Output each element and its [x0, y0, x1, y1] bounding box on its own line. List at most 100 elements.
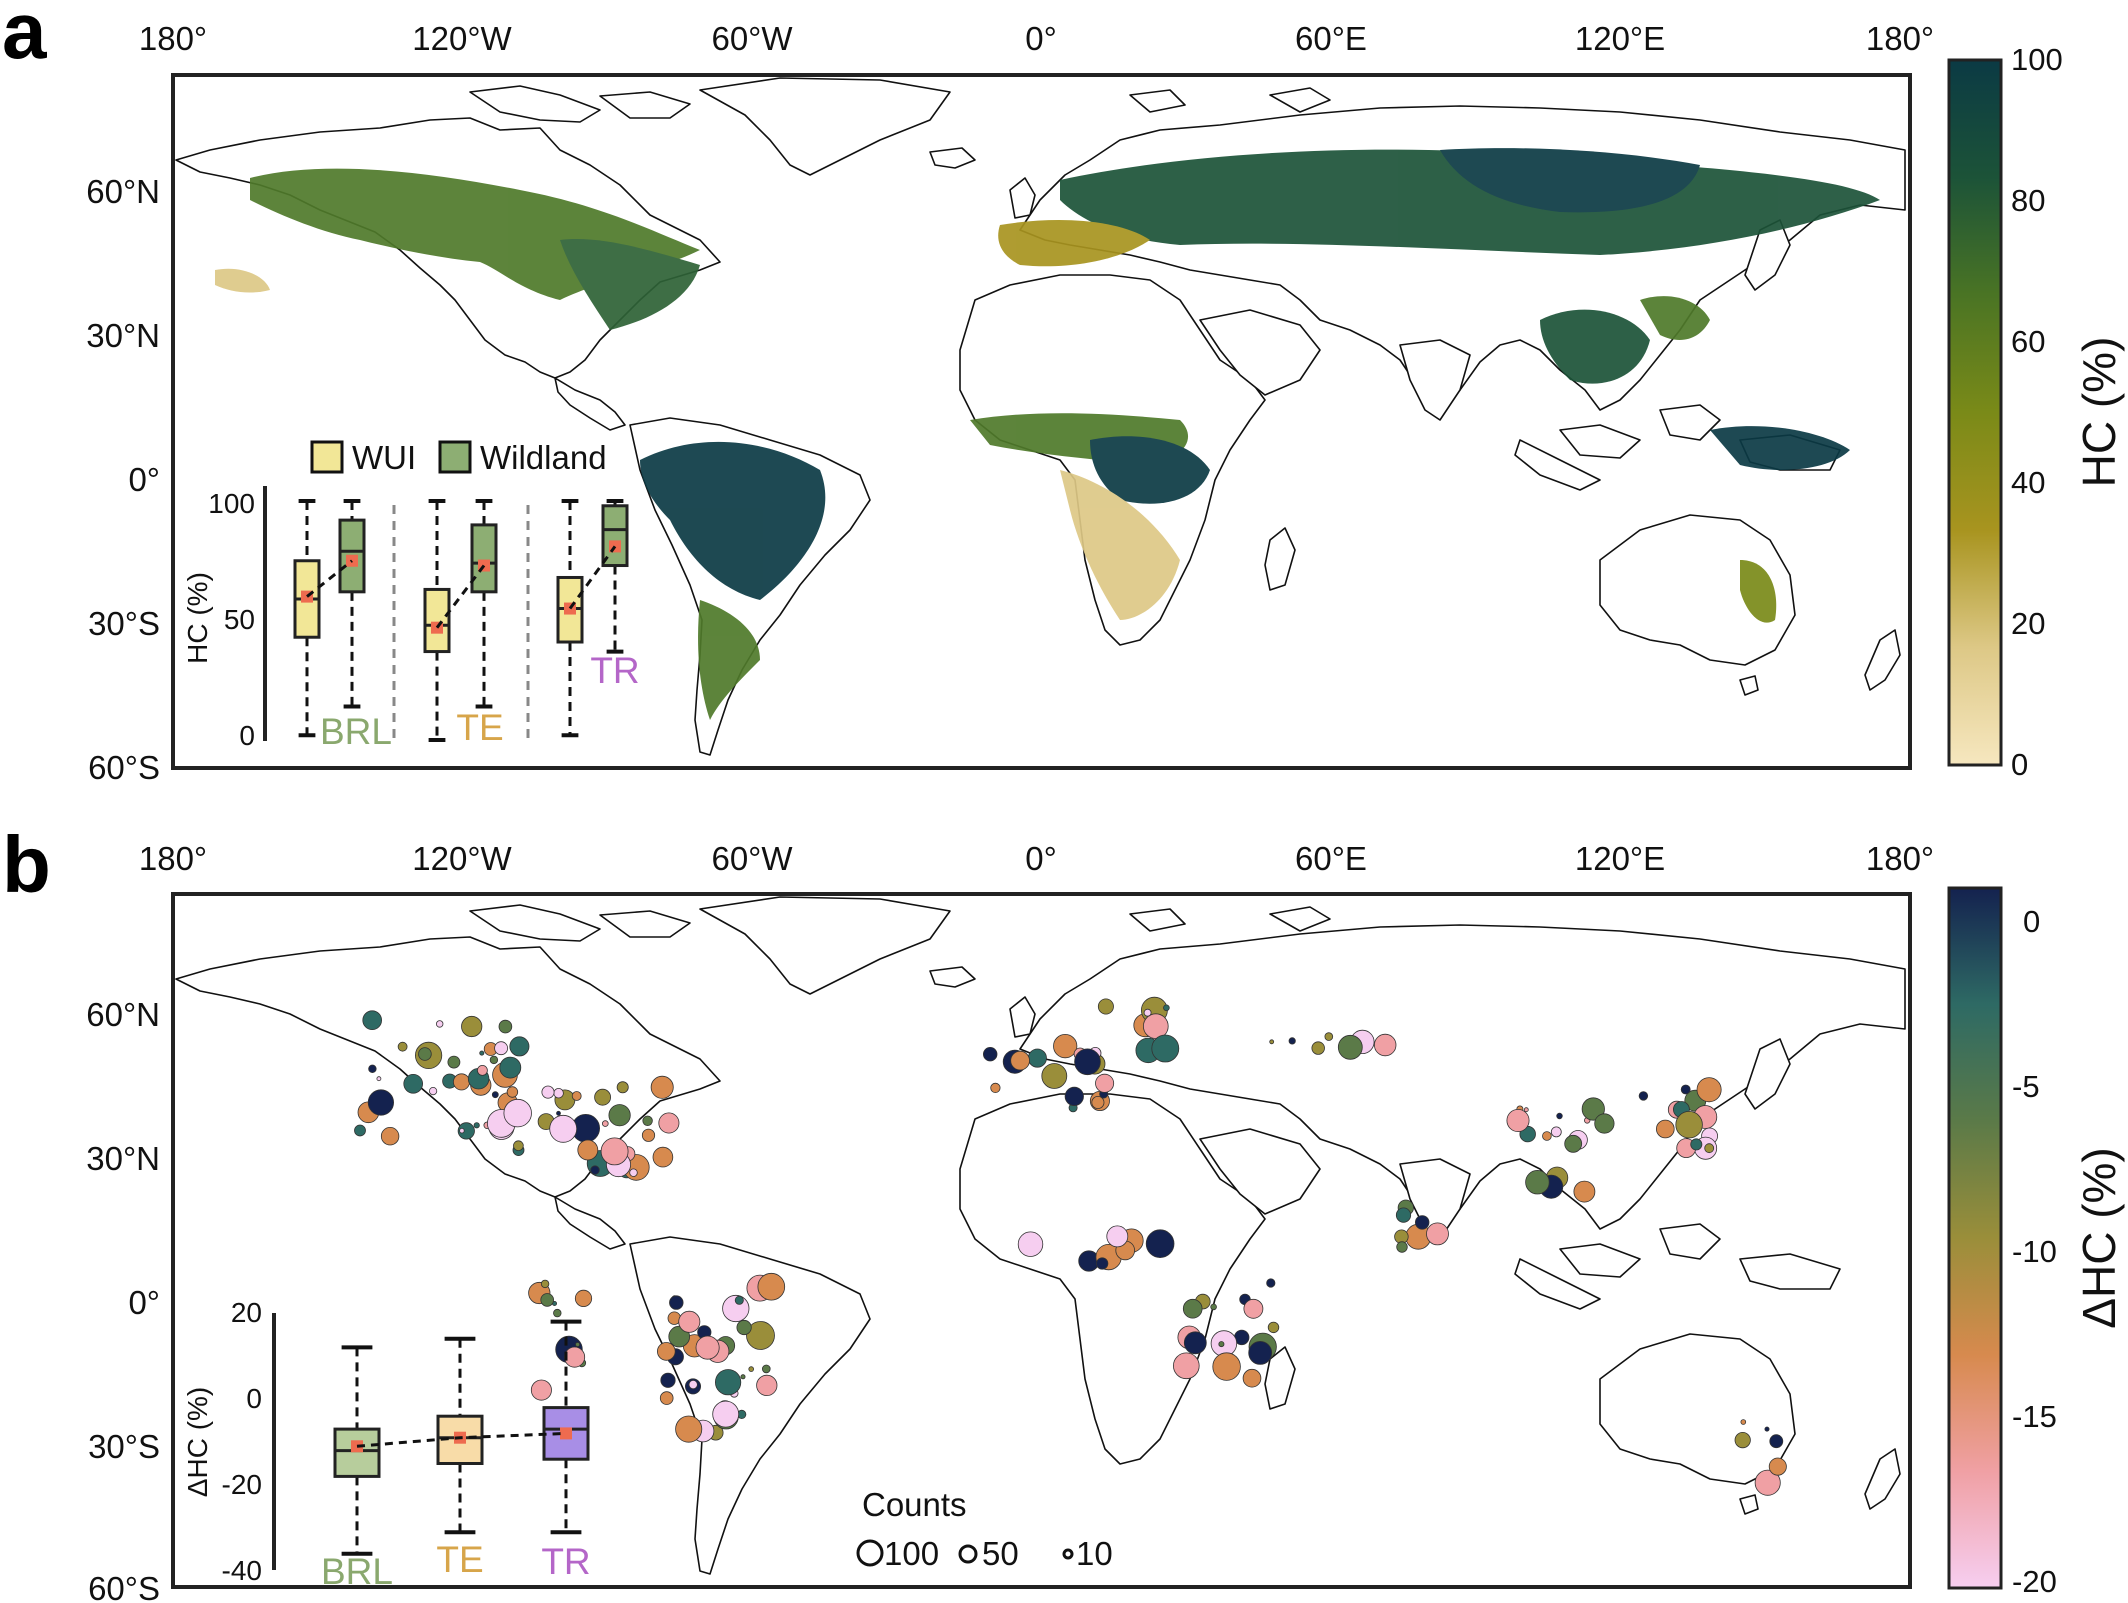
box-tr-wui: [556, 499, 584, 738]
panel-b-letter: b: [2, 820, 51, 909]
biome-label-te: TE: [456, 707, 503, 748]
x-tick-label: 60°W: [711, 840, 793, 877]
delta-hc-bubble: [688, 1380, 698, 1390]
delta-hc-bubble: [1656, 1119, 1675, 1139]
delta-hc-bubble: [629, 1168, 638, 1177]
x-tick-label: 60°W: [711, 20, 793, 57]
delta-hc-bubble: [1095, 1073, 1115, 1093]
delta-hc-bubble: [1288, 1037, 1296, 1045]
x-tick-label: 180°: [139, 20, 207, 57]
delta-hc-bubble: [1064, 1086, 1084, 1107]
iqr-box: [601, 504, 629, 568]
delta-hc-bubble: [1183, 1331, 1207, 1355]
x-tick-label: 180°: [1866, 840, 1934, 877]
delta-hc-bubble: [1564, 1134, 1583, 1153]
delta-hc-bubble: [675, 1415, 703, 1443]
delta-hc-bubble: [608, 1104, 631, 1127]
inset-b-boxes: [333, 1319, 590, 1556]
mean-connector: [356, 1431, 567, 1448]
delta-hc-bubble: [397, 1041, 408, 1052]
colorbar-a-tick: 60: [2011, 324, 2045, 359]
y-tick-label: 30°N: [86, 1140, 160, 1177]
delta-hc-bubble: [1266, 1278, 1276, 1288]
counts-label-100: 100: [884, 1535, 939, 1572]
inset-a-y-label: HC (%): [182, 572, 213, 664]
colorbar-b-tick: -20: [2012, 1564, 2057, 1599]
land-layer: [175, 77, 1906, 756]
legend-label-wui: WUI: [352, 439, 416, 476]
panel-a-map: [171, 73, 1912, 770]
y-tick-label: 30°N: [86, 317, 160, 354]
colorbar-a-tick: 20: [2011, 606, 2045, 641]
counts-circle-10: [1062, 1548, 1074, 1560]
panel-a-colorbar: 100 80 60 40 20 0 HC (%): [1947, 42, 2125, 782]
x-tick-label: 120°E: [1575, 840, 1665, 877]
panel-a-inset: WUI Wildland 100 50 0 HC (%) BRL TE TR: [182, 439, 640, 752]
delta-hc-bubble: [590, 1165, 600, 1175]
panel-a: a 180° 120°W 60°W 0° 60°E 120°E 180° 60°…: [2, 0, 2125, 786]
x-tick-label: 180°: [1866, 20, 1934, 57]
delta-hc-bubble: [1373, 1033, 1397, 1057]
mean-marker: [560, 1427, 572, 1440]
inset-b-y-tick: 20: [231, 1297, 262, 1328]
counts-circle-50: [958, 1544, 978, 1564]
x-tick-label: 120°E: [1575, 20, 1665, 57]
delta-hc-bubble: [734, 1295, 744, 1305]
inset-a-y-tick: 0: [239, 720, 255, 751]
legend-swatch-wildland: [438, 440, 472, 474]
delta-hc-bubble: [1550, 1126, 1562, 1138]
delta-hc-bubble: [1754, 1469, 1781, 1496]
delta-hc-bubble: [549, 1114, 578, 1143]
delta-hc-bubble: [354, 1124, 366, 1137]
delta-hc-bubble: [756, 1374, 778, 1397]
inset-a-boxes: [293, 499, 629, 742]
delta-hc-bubble: [553, 1087, 564, 1099]
delta-hc-bubble: [1768, 1457, 1787, 1476]
box-tr-wildland: [601, 499, 629, 654]
delta-hc-bubble: [1581, 1097, 1605, 1121]
inset-b-y-label: ΔHC (%): [182, 1387, 213, 1497]
delta-hc-bubbles: [354, 996, 1787, 1496]
x-tick-label: 0°: [1025, 20, 1057, 57]
box-brl: [333, 1345, 381, 1556]
x-tick-label: 120°W: [412, 20, 512, 57]
delta-hc-bubble: [1143, 1008, 1152, 1017]
biome-label-tr: TR: [590, 650, 639, 691]
delta-hc-bubble: [1163, 1004, 1170, 1012]
x-tick-label: 0°: [1025, 840, 1057, 877]
delta-hc-bubble: [594, 1088, 611, 1106]
colorbar-b-ramp: [1947, 886, 2003, 1590]
delta-hc-bubble: [1096, 1257, 1109, 1270]
colorbar-b-title: ΔHC (%): [2073, 1147, 2125, 1328]
delta-hc-bubble: [476, 1065, 488, 1076]
biome-label-te: TE: [436, 1539, 483, 1580]
x-tick-label: 120°W: [412, 840, 512, 877]
colorbar-a-tick: 80: [2011, 183, 2045, 218]
x-tick-label: 60°E: [1295, 840, 1367, 877]
delta-hc-bubble: [1182, 1298, 1203, 1319]
delta-hc-bubble: [616, 1081, 629, 1094]
delta-hc-bubble: [540, 1279, 550, 1289]
colorbar-b-tick: -15: [2012, 1399, 2057, 1434]
delta-hc-bubble: [1414, 1215, 1430, 1230]
delta-hc-bubble: [678, 1310, 701, 1333]
delta-hc-bubble: [1173, 1352, 1200, 1380]
delta-hc-bubble: [1218, 1341, 1225, 1348]
counts-legend-title: Counts: [862, 1486, 967, 1523]
delta-hc-bubble: [575, 1342, 580, 1347]
colorbar-a-ramp: [1947, 58, 2003, 767]
delta-hc-bubble: [513, 1140, 524, 1151]
delta-hc-bubble: [1764, 1426, 1770, 1432]
x-tick-label: 180°: [139, 840, 207, 877]
delta-hc-bubble: [1311, 1041, 1325, 1055]
delta-hc-bubble: [403, 1074, 424, 1094]
delta-hc-bubble: [1740, 1419, 1747, 1425]
delta-hc-bubble: [436, 1020, 444, 1028]
panel-a-x-tick-labels: 180° 120°W 60°W 0° 60°E 120°E 180°: [139, 20, 1934, 57]
delta-hc-bubble: [712, 1400, 740, 1428]
box-te-wui: [423, 499, 451, 742]
delta-hc-bubble: [659, 1391, 674, 1405]
box-brl-wildland: [338, 499, 366, 709]
delta-hc-bubble: [740, 1374, 746, 1380]
legend-label-wildland: Wildland: [480, 439, 607, 476]
